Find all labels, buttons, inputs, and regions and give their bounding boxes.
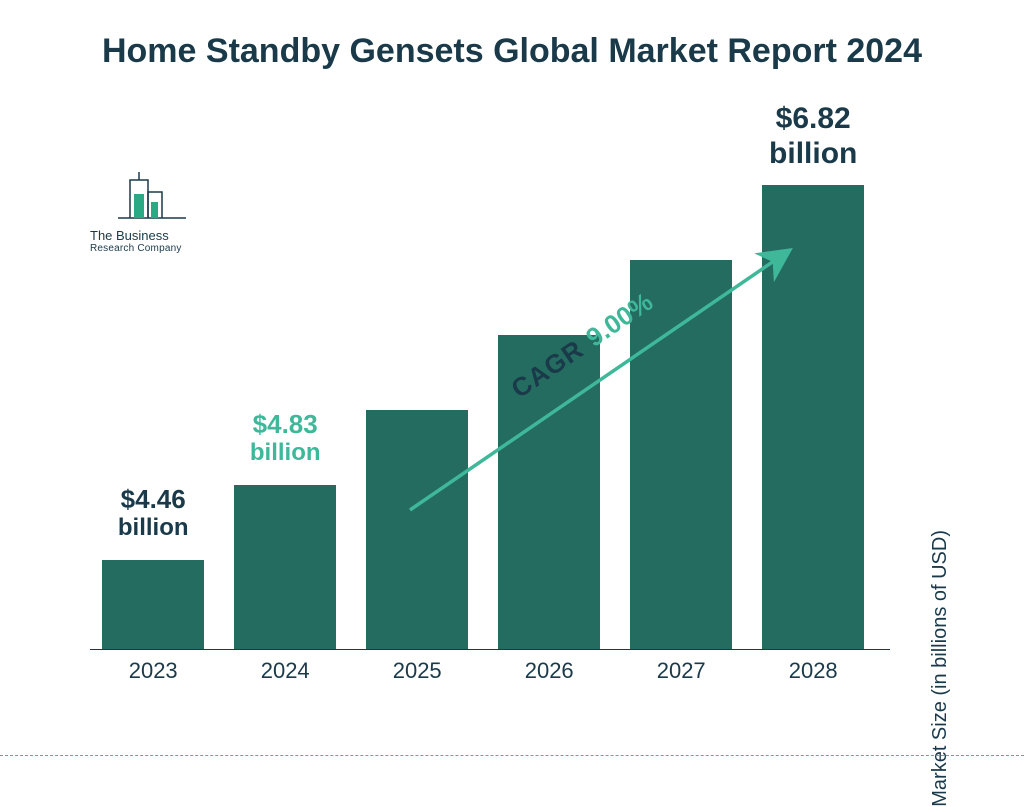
page-root: Home Standby Gensets Global Market Repor… (0, 0, 1024, 768)
x-axis-labels: 2023 2024 2025 2026 2027 2028 (90, 658, 890, 688)
y-axis-label: Market Size (in billions of USD) (929, 530, 952, 807)
x-tick-2026: 2026 (488, 658, 610, 684)
bar-chart: 202320242025202620272028 $4.46 billion $… (70, 150, 950, 710)
x-tick-2024: 2024 (224, 658, 346, 684)
x-tick-2023: 2023 (92, 658, 214, 684)
x-tick-2025: 2025 (356, 658, 478, 684)
x-tick-2028: 2028 (752, 658, 874, 684)
footer-divider (0, 755, 1024, 756)
trend-arrow (90, 150, 890, 650)
x-tick-2027: 2027 (620, 658, 742, 684)
plot-area: 202320242025202620272028 $4.46 billion $… (90, 150, 890, 650)
chart-title: Home Standby Gensets Global Market Repor… (0, 30, 1024, 73)
